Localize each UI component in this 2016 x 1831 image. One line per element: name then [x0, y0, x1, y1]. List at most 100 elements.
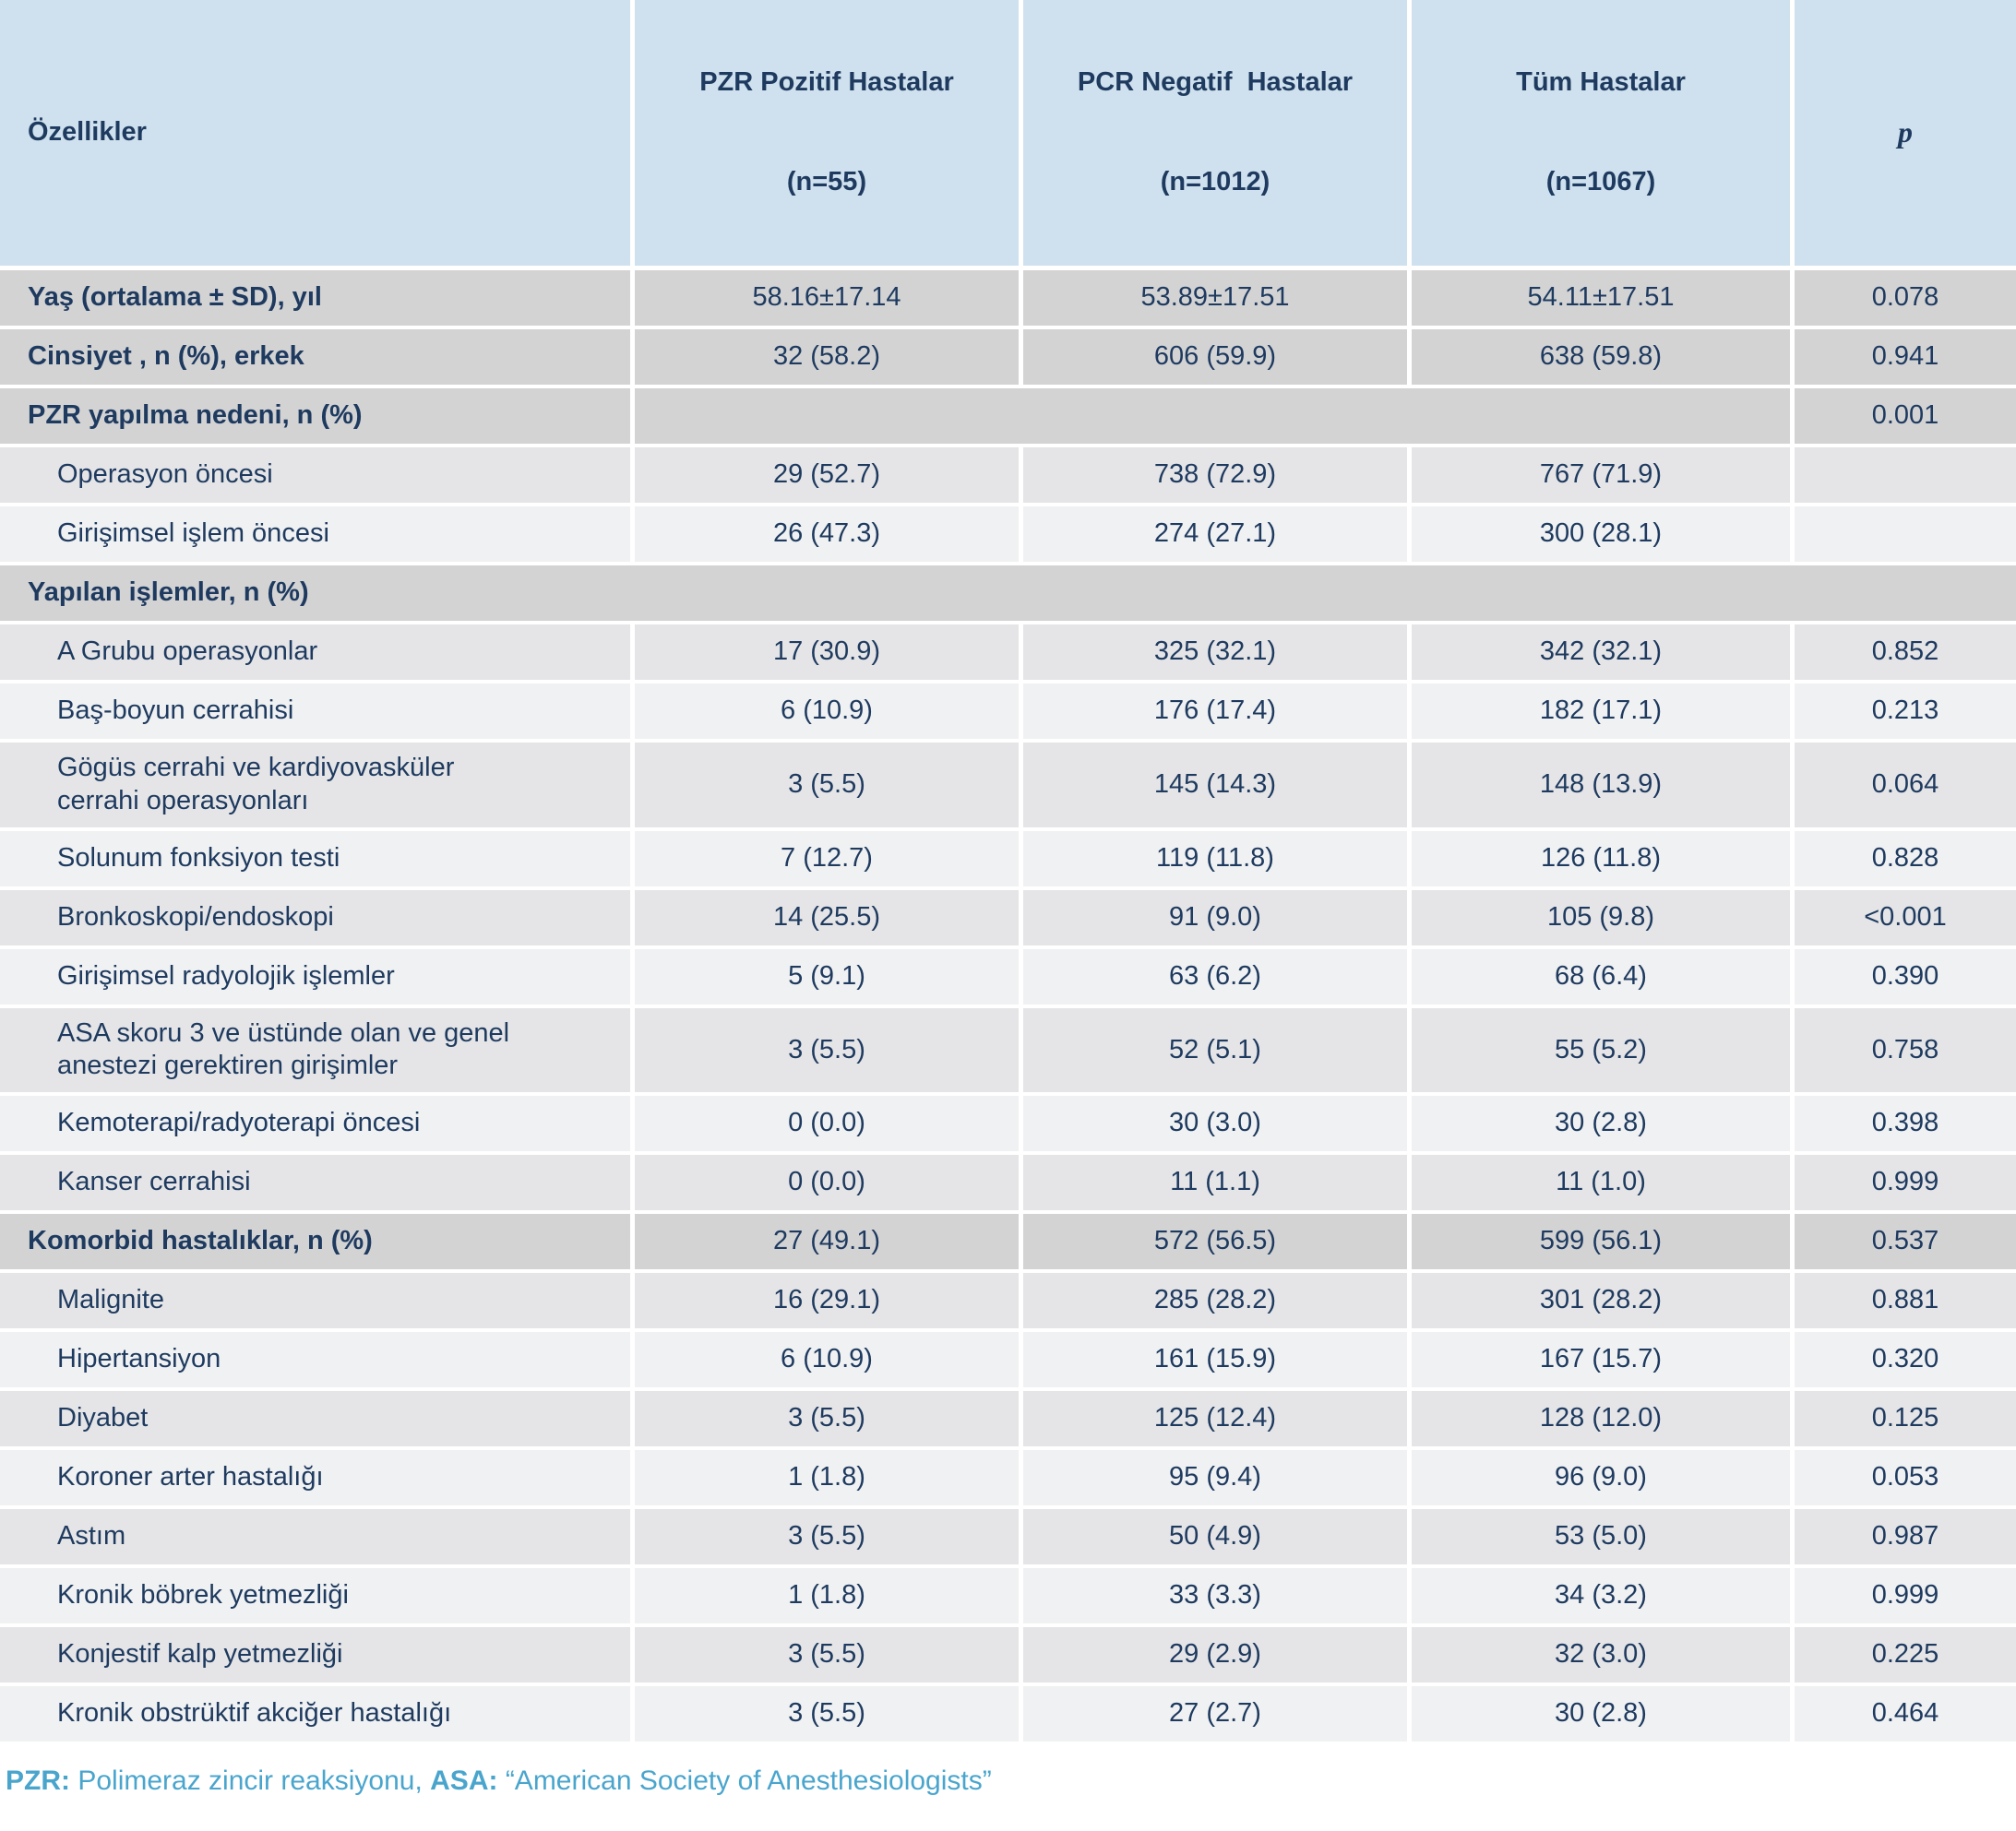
p-value-cell: 0.999	[1795, 1568, 2016, 1628]
table-row: A Grubu operasyonlar 17 (30.9) 325 (32.1) 3…	[0, 624, 2016, 684]
value-cell: 342 (32.1)	[1412, 624, 1795, 684]
value-cell: 52 (5.1)	[1023, 1007, 1412, 1097]
section-label-cell: Yapılan işlemler, n (%)	[0, 565, 2016, 624]
value-cell: 32 (3.0)	[1412, 1627, 1795, 1687]
value-cell: 3 (5.5)	[635, 1391, 1023, 1451]
section-row: Komorbid hastalıklar, n (%) 27 (49.1) 572 …	[0, 1214, 2016, 1274]
row-label-cell: Cinsiyet , n (%), erkek	[0, 328, 635, 388]
value-cell: 53 (5.0)	[1412, 1509, 1795, 1569]
row-label-cell: Diyabet	[0, 1391, 635, 1451]
row-label-cell: Girişimsel işlem öncesi	[0, 505, 635, 565]
value-cell: 126 (11.8)	[1412, 830, 1795, 890]
p-value-cell: 0.941	[1795, 328, 2016, 388]
value-cell: 182 (17.1)	[1412, 683, 1795, 743]
header-pzr-pozitif: PZR Pozitif Hastalar (n=55)	[635, 0, 1023, 270]
header-label: p	[1898, 114, 1913, 149]
row-label-cell: Baş-boyun cerrahisi	[0, 683, 635, 743]
value-cell: 16 (29.1)	[635, 1273, 1023, 1333]
value-cell: 68 (6.4)	[1412, 948, 1795, 1008]
value-cell: 599 (56.1)	[1412, 1214, 1795, 1274]
table-row: Malignite 16 (29.1) 285 (28.2) 301 (28.2) 0.…	[0, 1273, 2016, 1333]
value-cell: 638 (59.8)	[1412, 328, 1795, 388]
value-cell: 30 (2.8)	[1412, 1686, 1795, 1746]
value-cell: 6 (10.9)	[635, 683, 1023, 743]
value-cell: 119 (11.8)	[1023, 830, 1412, 890]
p-value-cell	[1795, 505, 2016, 565]
value-cell: 96 (9.0)	[1412, 1450, 1795, 1510]
value-cell: 11 (1.0)	[1412, 1155, 1795, 1215]
value-cell: 3 (5.5)	[635, 1509, 1023, 1569]
row-label-cell: Gögüs cerrahi ve kardiyovasküler cerrahi…	[0, 742, 635, 831]
table-header: Özellikler PZR Pozitif Hastalar (n=55) P…	[0, 0, 2016, 270]
table-row: Diyabet 3 (5.5) 125 (12.4) 128 (12.0) 0.125	[0, 1391, 2016, 1451]
value-cell: 27 (49.1)	[635, 1214, 1023, 1274]
row-label-cell: Solunum fonksiyon testi	[0, 830, 635, 890]
value-cell: 148 (13.9)	[1412, 742, 1795, 831]
p-value-cell: 0.828	[1795, 830, 2016, 890]
value-cell: 161 (15.9)	[1023, 1332, 1412, 1392]
p-value-cell	[1795, 446, 2016, 506]
value-cell: 1 (1.8)	[635, 1568, 1023, 1628]
section-row: Cinsiyet , n (%), erkek 32 (58.2) 606 (59.…	[0, 328, 2016, 388]
row-label-cell: ASA skoru 3 ve üstünde olan ve genel ane…	[0, 1007, 635, 1097]
header-sublabel: (n=55)	[786, 166, 867, 196]
table-row: Kanser cerrahisi 0 (0.0) 11 (1.1) 11 (1.0) 0…	[0, 1155, 2016, 1215]
footnote: PZR: Polimeraz zincir reaksiyonu, ASA: “…	[0, 1745, 2016, 1831]
value-cell: 105 (9.8)	[1412, 889, 1795, 949]
p-value-cell: 0.053	[1795, 1450, 2016, 1510]
value-cell: 63 (6.2)	[1023, 948, 1412, 1008]
value-cell: 1 (1.8)	[635, 1450, 1023, 1510]
value-cell: 91 (9.0)	[1023, 889, 1412, 949]
row-label-cell: PZR yapılma nedeni, n (%)	[0, 387, 635, 447]
value-cell: 5 (9.1)	[635, 948, 1023, 1008]
p-value-cell: 0.078	[1795, 269, 2016, 329]
table-row: Solunum fonksiyon testi 7 (12.7) 119 (11.8…	[0, 830, 2016, 890]
footnote-pzr-text: Polimeraz zincir reaksiyonu,	[70, 1766, 431, 1797]
value-cell: 30 (2.8)	[1412, 1096, 1795, 1156]
value-cell: 274 (27.1)	[1023, 505, 1412, 565]
value-cell: 167 (15.7)	[1412, 1332, 1795, 1392]
value-cell: 301 (28.2)	[1412, 1273, 1795, 1333]
p-value-cell: 0.999	[1795, 1155, 2016, 1215]
p-value-cell: 0.881	[1795, 1273, 2016, 1333]
table-row: Kronik böbrek yetmezliği 1 (1.8) 33 (3.3) 3…	[0, 1568, 2016, 1628]
row-label-cell: Koroner arter hastalığı	[0, 1450, 635, 1510]
row-label-cell: Komorbid hastalıklar, n (%)	[0, 1214, 635, 1274]
table-row: Girişimsel işlem öncesi 26 (47.3) 274 (27.…	[0, 505, 2016, 565]
value-cell: 125 (12.4)	[1023, 1391, 1412, 1451]
footnote-asa-abbrev: ASA:	[430, 1766, 498, 1797]
p-value-cell: 0.320	[1795, 1332, 2016, 1392]
table-row: Koroner arter hastalığı 1 (1.8) 95 (9.4) 96…	[0, 1450, 2016, 1510]
p-value-cell: <0.001	[1795, 889, 2016, 949]
header-pcr-negatif: PCR Negatif Hastalar (n=1012)	[1023, 0, 1412, 270]
header-p-value: p	[1795, 0, 2016, 270]
table-row: ASA skoru 3 ve üstünde olan ve genel ane…	[0, 1007, 2016, 1097]
value-cell: 11 (1.1)	[1023, 1155, 1412, 1215]
value-cell: 55 (5.2)	[1412, 1007, 1795, 1097]
value-cell: 53.89±17.51	[1023, 269, 1412, 329]
merged-empty-cell	[635, 387, 1795, 447]
p-value-cell: 0.064	[1795, 742, 2016, 831]
value-cell: 14 (25.5)	[635, 889, 1023, 949]
value-cell: 572 (56.5)	[1023, 1214, 1412, 1274]
value-cell: 30 (3.0)	[1023, 1096, 1412, 1156]
value-cell: 767 (71.9)	[1412, 446, 1795, 506]
value-cell: 128 (12.0)	[1412, 1391, 1795, 1451]
value-cell: 26 (47.3)	[635, 505, 1023, 565]
p-value-cell: 0.225	[1795, 1627, 2016, 1687]
value-cell: 325 (32.1)	[1023, 624, 1412, 684]
value-cell: 6 (10.9)	[635, 1332, 1023, 1392]
value-cell: 0 (0.0)	[635, 1155, 1023, 1215]
table-row: Astım 3 (5.5) 50 (4.9) 53 (5.0) 0.987	[0, 1509, 2016, 1569]
section-row: Yaş (ortalama ± SD), yıl 58.16±17.14 53.89…	[0, 269, 2016, 329]
value-cell: 3 (5.5)	[635, 742, 1023, 831]
row-label-cell: Yaş (ortalama ± SD), yıl	[0, 269, 635, 329]
value-cell: 34 (3.2)	[1412, 1568, 1795, 1628]
row-label-cell: Operasyon öncesi	[0, 446, 635, 506]
value-cell: 606 (59.9)	[1023, 328, 1412, 388]
value-cell: 738 (72.9)	[1023, 446, 1412, 506]
value-cell: 300 (28.1)	[1412, 505, 1795, 565]
table-row: Bronkoskopi/endoskopi 14 (25.5) 91 (9.0) 10…	[0, 889, 2016, 949]
p-value-cell: 0.852	[1795, 624, 2016, 684]
